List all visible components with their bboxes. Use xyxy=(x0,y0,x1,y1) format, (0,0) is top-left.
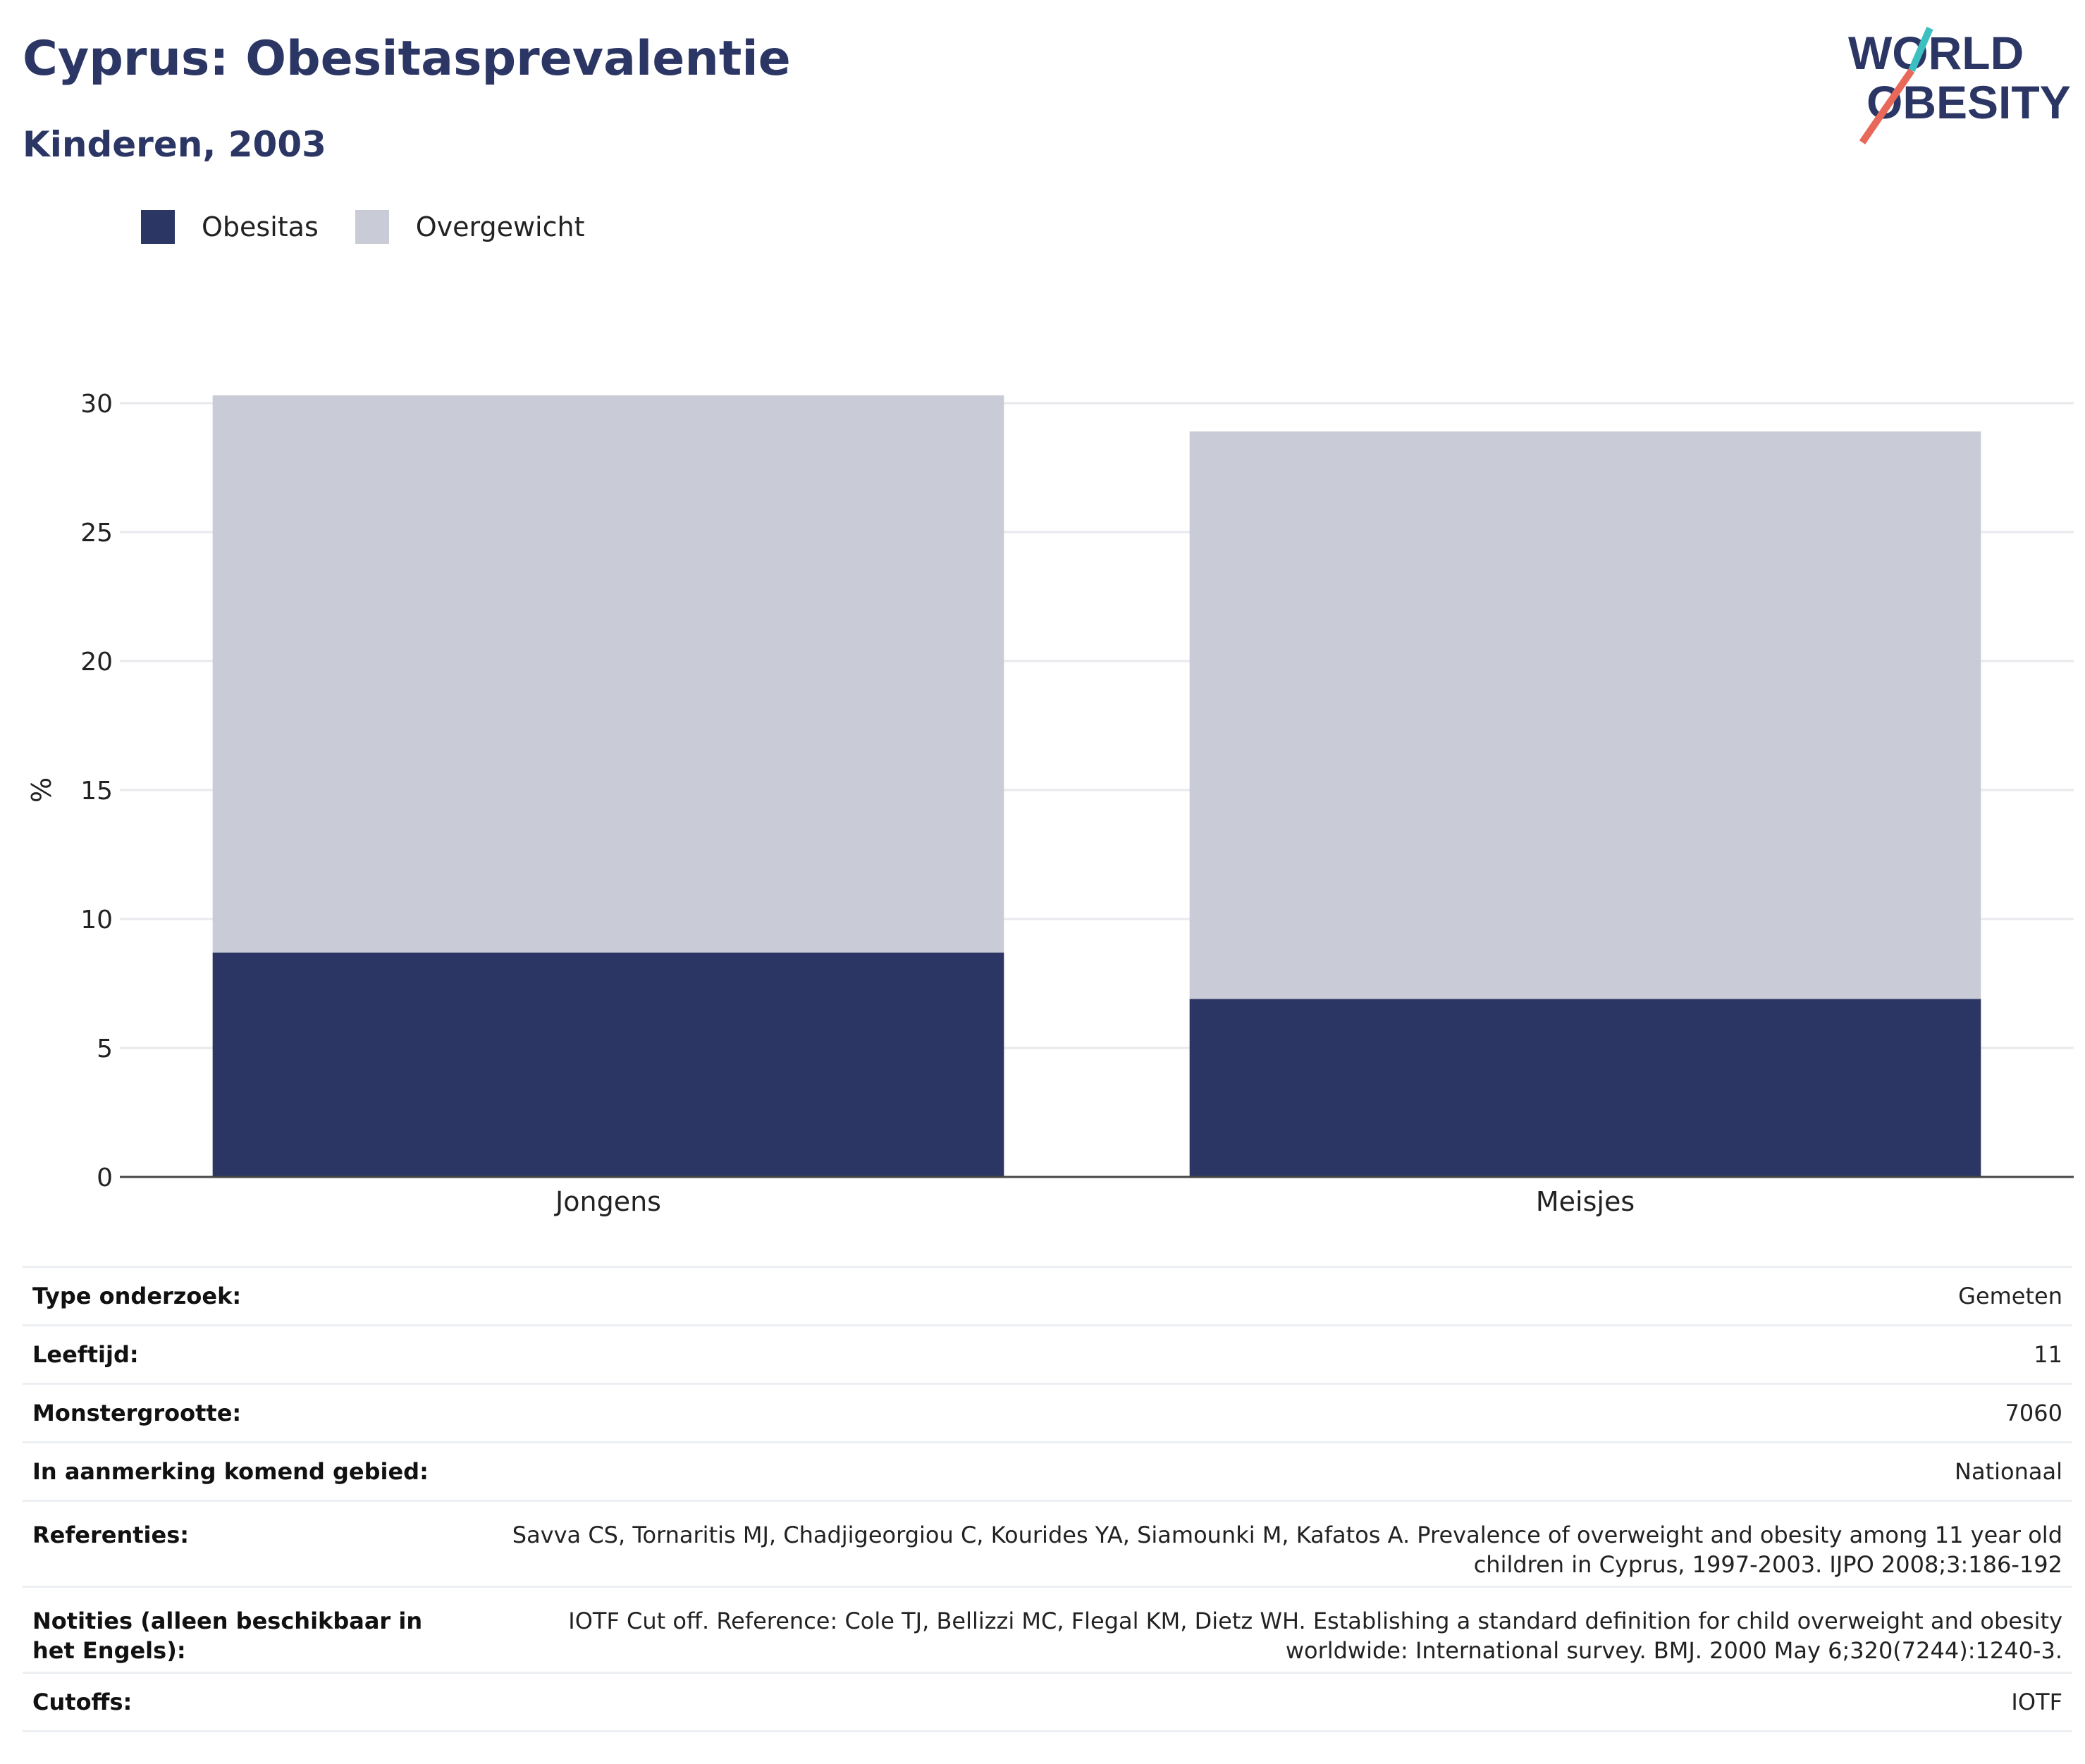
legend-label-overgewicht: Overgewicht xyxy=(415,211,585,242)
row-value: 11 xyxy=(465,1324,2072,1384)
logo-line1: WORLD xyxy=(1848,27,2024,79)
row-value: Nationaal xyxy=(465,1441,2072,1501)
x-tick-label: Meisjes xyxy=(1536,1186,1635,1217)
world-obesity-logo: WORLD OBESITY xyxy=(1848,27,2071,144)
survey-details-table: Type onderzoek: Gemeten Leeftijd: 11 Mon… xyxy=(23,1266,2072,1732)
y-tick-label: 15 xyxy=(80,777,113,806)
row-value: IOTF xyxy=(465,1672,2072,1732)
row-value: IOTF Cut off. Reference: Cole TJ, Belliz… xyxy=(465,1586,2072,1673)
row-key: Leeftijd: xyxy=(23,1324,465,1384)
stacked-bar-chart: 0 5 10 15 20 25 30% Jongens Meisjes xyxy=(26,390,2074,1217)
row-value: Gemeten xyxy=(465,1266,2072,1326)
y-tick-label: 25 xyxy=(80,519,113,548)
y-tick-label: 10 xyxy=(80,906,113,935)
table-row: Leeftijd: 11 xyxy=(23,1324,2072,1384)
table-row: Cutoffs: IOTF xyxy=(23,1672,2072,1732)
table-row: Referenties: Savva CS, Tornaritis MJ, Ch… xyxy=(23,1500,2072,1587)
bar-obesitas-meisjes xyxy=(1189,999,1981,1177)
x-tick-label: Jongens xyxy=(554,1186,661,1217)
y-tick-label: 20 xyxy=(80,648,113,677)
row-key: Notities (alleen beschikbaar in het Enge… xyxy=(23,1586,465,1673)
legend-item-obesitas[interactable]: Obesitas xyxy=(141,210,319,244)
bar-obesitas-jongens xyxy=(212,952,1004,1177)
y-tick-label: 5 xyxy=(97,1035,113,1063)
row-key: In aanmerking komend gebied: xyxy=(23,1441,465,1501)
row-key: Monstergrootte: xyxy=(23,1383,465,1443)
page-subtitle: Kinderen, 2003 xyxy=(23,124,326,165)
legend-swatch-obesitas xyxy=(141,210,175,244)
legend-swatch-overgewicht xyxy=(355,210,389,244)
legend-item-overgewicht[interactable]: Overgewicht xyxy=(355,210,585,244)
page-title: Cyprus: Obesitasprevalentie xyxy=(23,31,791,87)
y-tick-label: 0 xyxy=(97,1164,113,1192)
bar-overgewicht-jongens xyxy=(212,395,1004,953)
table-row: In aanmerking komend gebied: Nationaal xyxy=(23,1441,2072,1501)
row-key: Referenties: xyxy=(23,1500,465,1587)
row-value: 7060 xyxy=(465,1383,2072,1443)
row-value: Savva CS, Tornaritis MJ, Chadjigeorgiou … xyxy=(465,1500,2072,1587)
legend-label-obesitas: Obesitas xyxy=(202,211,319,242)
table-row: Monstergrootte: 7060 xyxy=(23,1383,2072,1443)
y-tick-label: 30 xyxy=(80,390,113,419)
logo-slash-bottom xyxy=(1859,68,1915,144)
y-axis-label: % xyxy=(26,777,57,803)
row-key: Type onderzoek: xyxy=(23,1266,465,1326)
legend: Obesitas Overgewicht xyxy=(141,210,622,244)
bar-overgewicht-meisjes xyxy=(1189,431,1981,999)
row-key: Cutoffs: xyxy=(23,1672,465,1732)
table-row: Notities (alleen beschikbaar in het Enge… xyxy=(23,1586,2072,1673)
logo-line2: OBESITY xyxy=(1866,76,2071,128)
table-row: Type onderzoek: Gemeten xyxy=(23,1266,2072,1326)
logo-slash-top xyxy=(1908,27,1933,72)
